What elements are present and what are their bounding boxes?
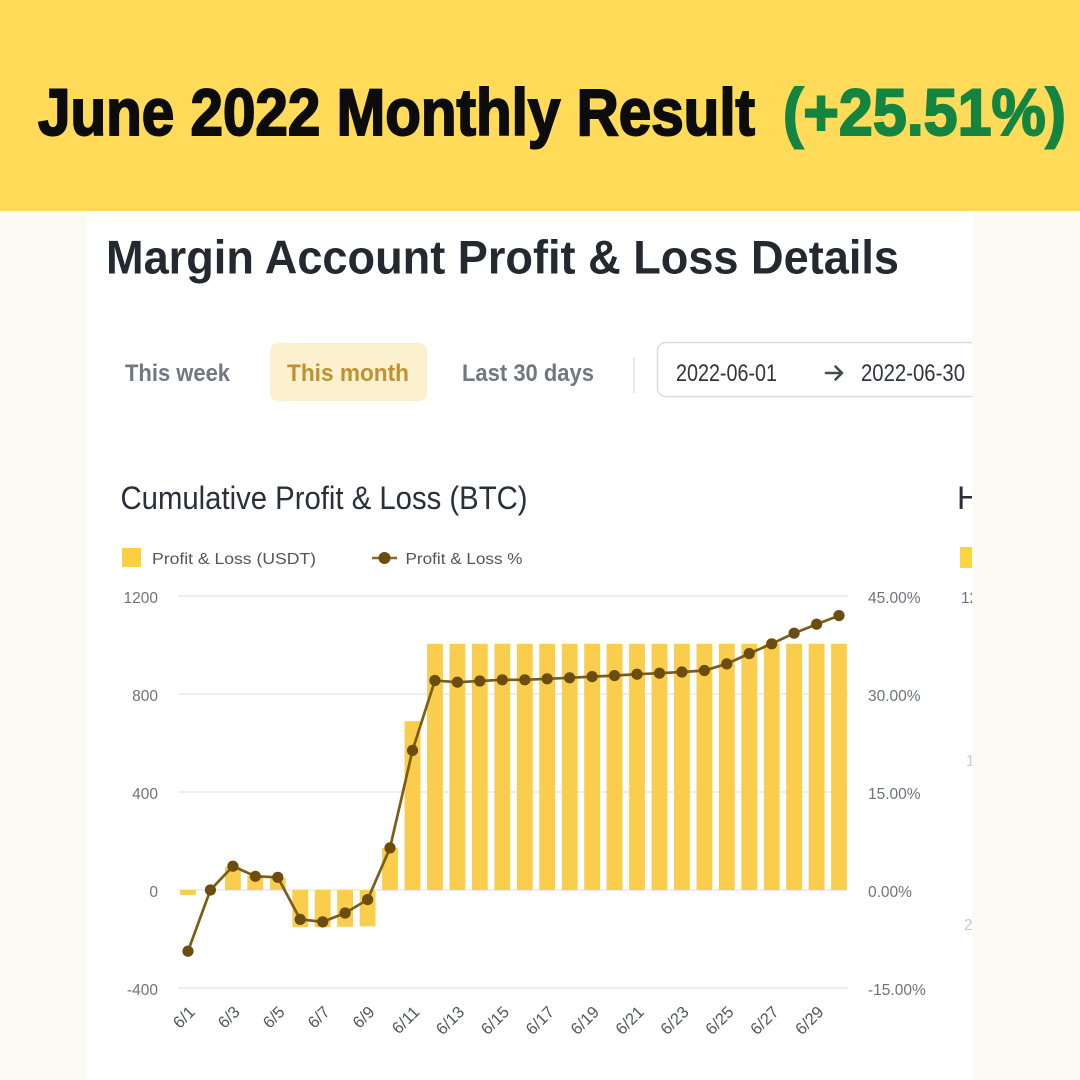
svg-text:45.00%: 45.00%	[868, 590, 921, 607]
svg-text:2022-06-01: 2022-06-01	[676, 360, 777, 387]
svg-text:Last 30 days: Last 30 days	[462, 360, 594, 387]
svg-text:This month: This month	[287, 360, 409, 387]
svg-text:June 2022 Monthly Result: June 2022 Monthly Result	[38, 75, 755, 149]
svg-text:1: 1	[966, 753, 975, 770]
svg-text:Cumulative Profit & Loss (BTC): Cumulative Profit & Loss (BTC)	[121, 480, 528, 516]
svg-text:-400: -400	[127, 982, 158, 999]
svg-text:30.00%: 30.00%	[868, 688, 921, 705]
svg-text:Profit & Loss (USDT): Profit & Loss (USDT)	[152, 551, 316, 568]
svg-text:1200: 1200	[124, 590, 159, 607]
svg-text:0: 0	[149, 884, 158, 901]
svg-text:-15.00%: -15.00%	[868, 982, 926, 999]
svg-text:2022-06-30: 2022-06-30	[861, 360, 965, 387]
svg-text:2: 2	[964, 917, 973, 934]
svg-text:(+25.51%): (+25.51%)	[783, 75, 1066, 149]
svg-text:15.00%: 15.00%	[868, 786, 921, 803]
svg-text:Profit & Loss %: Profit & Loss %	[406, 551, 523, 568]
svg-text:0.00%: 0.00%	[868, 884, 912, 901]
svg-text:This week: This week	[125, 360, 231, 387]
svg-text:Margin Account Profit & Loss D: Margin Account Profit & Loss Details	[106, 231, 899, 284]
svg-text:400: 400	[132, 786, 158, 803]
svg-text:800: 800	[132, 688, 158, 705]
